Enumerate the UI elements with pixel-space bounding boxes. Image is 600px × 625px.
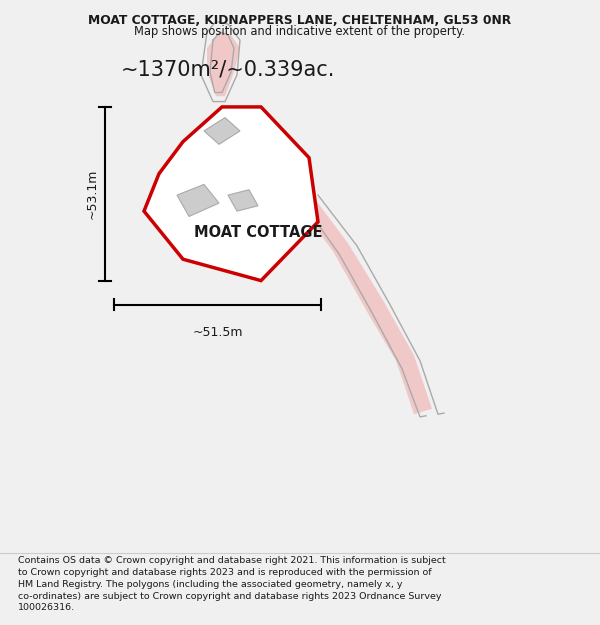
Polygon shape — [177, 184, 219, 216]
Text: MOAT COTTAGE: MOAT COTTAGE — [194, 225, 322, 240]
Text: ~1370m²/~0.339ac.: ~1370m²/~0.339ac. — [121, 59, 335, 79]
Text: ~51.5m: ~51.5m — [192, 326, 243, 339]
Polygon shape — [204, 118, 240, 144]
Text: Contains OS data © Crown copyright and database right 2021. This information is : Contains OS data © Crown copyright and d… — [18, 556, 446, 612]
Polygon shape — [144, 107, 318, 281]
Text: ~53.1m: ~53.1m — [85, 169, 98, 219]
Polygon shape — [297, 195, 432, 414]
Polygon shape — [207, 32, 240, 96]
Polygon shape — [228, 190, 258, 211]
Text: Map shows position and indicative extent of the property.: Map shows position and indicative extent… — [134, 25, 466, 38]
Text: MOAT COTTAGE, KIDNAPPERS LANE, CHELTENHAM, GL53 0NR: MOAT COTTAGE, KIDNAPPERS LANE, CHELTENHA… — [88, 14, 512, 27]
